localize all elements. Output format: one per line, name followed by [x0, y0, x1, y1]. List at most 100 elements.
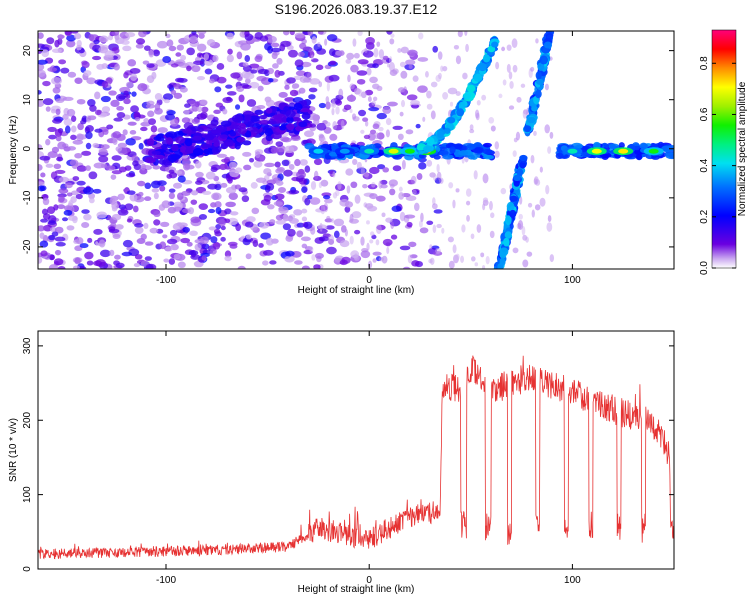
heatmap-cell — [335, 106, 340, 115]
heatmap-cell — [262, 260, 269, 266]
heatmap-cell — [437, 51, 443, 60]
heatmap-marks — [38, 31, 674, 269]
heatmap-cell — [375, 239, 380, 246]
heatmap-cell — [513, 178, 520, 187]
heatmap-cell — [148, 118, 157, 126]
heatmap-cell — [404, 148, 415, 154]
heatmap-cell — [52, 118, 63, 124]
heatmap-cell — [639, 142, 648, 150]
heatmap-cell — [270, 146, 279, 154]
heatmap-cell — [500, 187, 507, 195]
heatmap-cell — [111, 170, 123, 175]
heatmap-cell — [220, 236, 226, 242]
heatmap-cell — [58, 59, 67, 65]
heatmap-cell — [417, 85, 428, 93]
heatmap-cell — [502, 79, 507, 86]
heatmap-cell — [353, 52, 360, 59]
heatmap-cell — [364, 148, 375, 154]
heatmap-cell — [177, 261, 186, 269]
heatmap-cell — [138, 191, 144, 197]
heatmap-cell — [482, 154, 495, 160]
heatmap-cell — [109, 249, 115, 257]
heatmap-cell — [140, 121, 151, 127]
heatmap-cell — [92, 188, 102, 194]
heatmap-cell — [449, 146, 456, 154]
heatmap-cell — [465, 43, 469, 53]
heatmap-cell — [399, 111, 404, 117]
heatmap-cell — [337, 181, 342, 190]
heatmap-cell — [406, 221, 413, 228]
colorbar-gradient — [711, 29, 737, 269]
heatmap-cell — [41, 49, 50, 58]
heatmap-cell — [382, 106, 392, 114]
heatmap-cell — [122, 239, 133, 248]
heatmap-cell — [235, 223, 242, 232]
heatmap-cell — [242, 237, 251, 246]
heatmap-cell — [223, 139, 234, 147]
heatmap-cell — [293, 209, 303, 216]
heatmap-cell — [304, 197, 311, 206]
y-tick-label: 100 — [22, 486, 33, 503]
heatmap-cell — [332, 192, 338, 199]
heatmap-cell — [494, 150, 500, 158]
heatmap-cell — [138, 142, 144, 150]
heatmap-cell — [67, 71, 77, 78]
heatmap-cell — [432, 224, 437, 234]
heatmap-cell — [431, 203, 438, 210]
heatmap-cell — [366, 242, 370, 252]
heatmap-cell — [180, 54, 187, 61]
heatmap-cell — [132, 205, 139, 213]
heatmap-cell — [275, 180, 284, 186]
heatmap-cell — [418, 162, 427, 170]
heatmap-cell — [175, 52, 182, 57]
colorbar-ticks: 0.0 0.2 0.4 0.6 0.8 — [699, 56, 736, 275]
heatmap-cell — [192, 148, 204, 156]
heatmap-cell — [45, 138, 51, 146]
heatmap-cell — [345, 168, 354, 176]
heatmap-cell — [351, 211, 362, 219]
heatmap-cell — [228, 156, 235, 161]
heatmap-cell — [318, 236, 330, 242]
heatmap-cell — [96, 63, 105, 70]
heatmap-cell — [110, 99, 120, 108]
heatmap-cell — [224, 255, 232, 262]
heatmap-cell — [196, 43, 207, 52]
heatmap-cell — [350, 181, 358, 189]
heatmap-cell — [82, 186, 94, 195]
heatmap-cell — [608, 143, 620, 150]
heatmap-cell — [93, 39, 100, 45]
heatmap-cell — [73, 33, 82, 40]
heatmap-cell — [296, 230, 304, 238]
heatmap-cell — [527, 202, 533, 208]
heatmap-cell — [311, 36, 317, 44]
heatmap-cell — [104, 50, 115, 58]
heatmap-cell — [212, 54, 219, 62]
heatmap-cell — [440, 65, 444, 72]
heatmap-cell — [196, 75, 206, 81]
heatmap-cell — [137, 180, 146, 187]
heatmap-cell — [324, 198, 333, 204]
heatmap-cell — [512, 64, 518, 73]
heatmap-cell — [406, 94, 418, 101]
heatmap-cell — [269, 219, 276, 225]
heatmap-cell — [75, 193, 83, 200]
heatmap-cell — [286, 228, 296, 237]
heatmap-cell — [184, 148, 195, 154]
heatmap-cell — [357, 59, 369, 65]
heatmap-cell — [198, 203, 208, 210]
heatmap-cell — [210, 129, 221, 134]
x-tick-label: 0 — [366, 575, 372, 586]
heatmap-cell — [117, 209, 129, 216]
heatmap-cell — [38, 63, 45, 71]
heatmap-cell — [186, 65, 192, 72]
heatmap-cell — [237, 265, 246, 269]
heatmap-cell — [370, 231, 375, 236]
heatmap-cell — [42, 98, 54, 106]
heatmap-cell — [140, 163, 147, 171]
heatmap-cell — [179, 86, 188, 93]
heatmap-cell — [301, 112, 311, 120]
heatmap-cell — [420, 212, 424, 223]
heatmap-cell — [57, 34, 64, 40]
heatmap-cell — [204, 134, 215, 141]
heatmap-cell — [81, 209, 90, 214]
